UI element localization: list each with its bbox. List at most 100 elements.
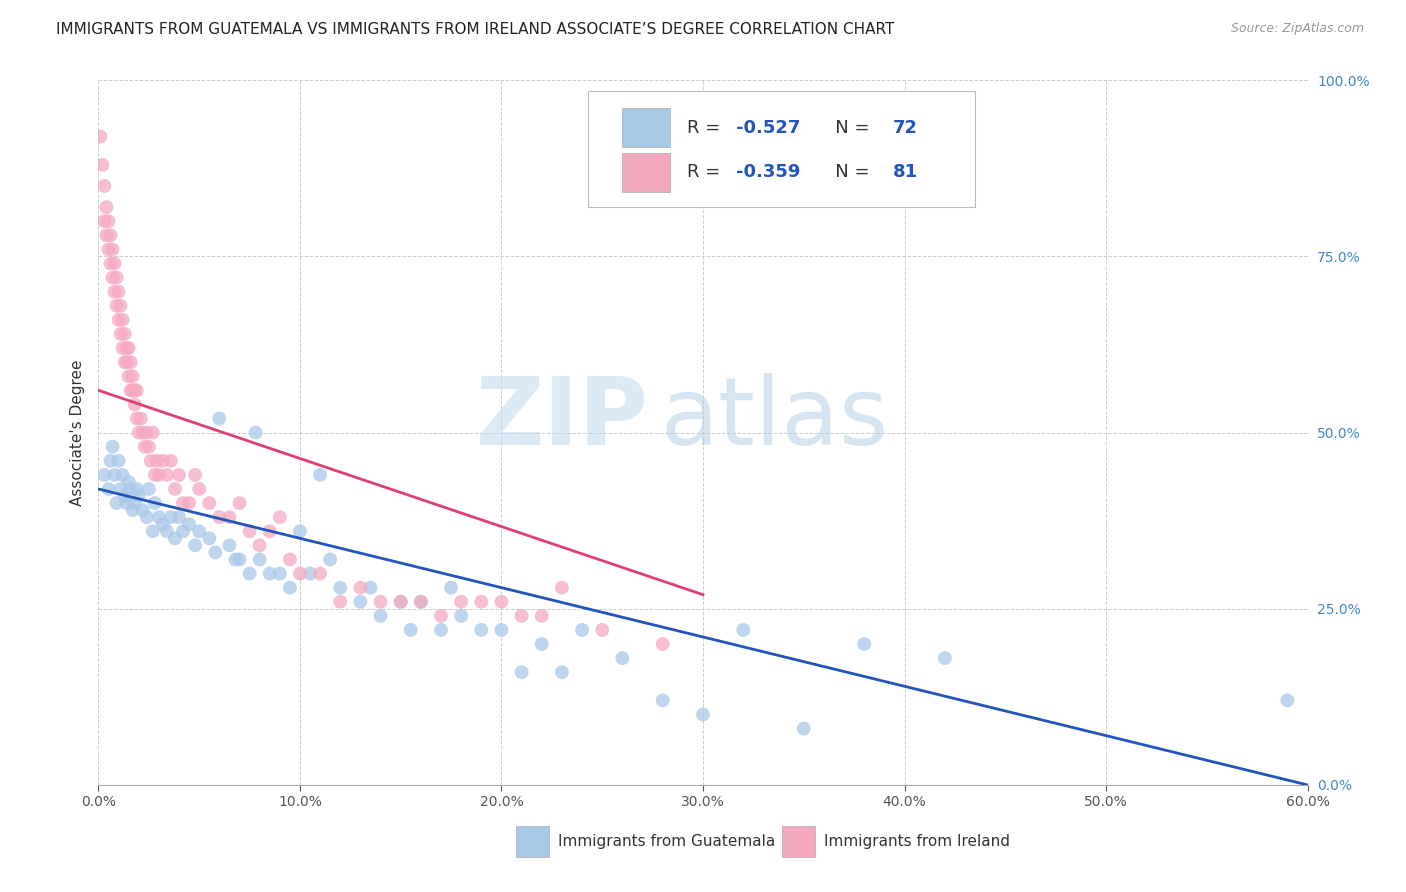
Point — [198, 532, 221, 546]
Point — [114, 355, 136, 369]
Point — [370, 595, 392, 609]
Point — [409, 595, 432, 609]
Point — [93, 178, 115, 194]
Point — [91, 158, 114, 172]
Point — [319, 552, 342, 566]
Point — [245, 425, 267, 440]
Point — [551, 581, 574, 595]
Point — [128, 425, 150, 440]
Text: atlas: atlas — [661, 373, 889, 465]
Point — [110, 482, 132, 496]
Point — [93, 467, 115, 482]
Point — [179, 517, 201, 532]
Point — [97, 482, 120, 496]
Point — [139, 454, 162, 468]
Point — [179, 496, 201, 510]
Point — [101, 243, 124, 257]
Point — [111, 467, 134, 482]
Text: 81: 81 — [893, 163, 918, 181]
Point — [114, 326, 136, 341]
Point — [160, 454, 183, 468]
Point — [551, 665, 574, 680]
Point — [228, 552, 250, 566]
Point — [129, 411, 152, 425]
Point — [188, 524, 211, 539]
Point — [172, 524, 194, 539]
Point — [96, 200, 118, 214]
Point — [612, 651, 634, 665]
Text: 72: 72 — [893, 119, 918, 136]
Point — [148, 510, 170, 524]
Point — [105, 299, 128, 313]
Point — [733, 623, 755, 637]
Point — [142, 425, 165, 440]
Point — [299, 566, 322, 581]
Point — [218, 510, 240, 524]
Point — [167, 467, 190, 482]
Point — [278, 581, 301, 595]
Point — [115, 496, 138, 510]
Point — [120, 384, 142, 398]
Point — [100, 256, 122, 270]
Point — [103, 467, 125, 482]
Point — [110, 299, 132, 313]
Point — [651, 637, 673, 651]
Point — [101, 440, 124, 454]
Point — [208, 510, 231, 524]
Point — [138, 482, 160, 496]
Point — [198, 496, 221, 510]
Point — [125, 482, 148, 496]
Point — [409, 595, 432, 609]
Text: R =: R = — [688, 119, 727, 136]
Point — [124, 397, 146, 411]
Point — [135, 425, 157, 440]
Point — [97, 243, 120, 257]
Point — [228, 496, 250, 510]
Point — [107, 313, 129, 327]
Point — [208, 411, 231, 425]
Point — [107, 285, 129, 299]
FancyBboxPatch shape — [516, 826, 550, 857]
Point — [120, 355, 142, 369]
Point — [793, 722, 815, 736]
Point — [389, 595, 412, 609]
Point — [269, 510, 291, 524]
Point — [163, 532, 186, 546]
Point — [134, 440, 156, 454]
Point — [105, 496, 128, 510]
Point — [329, 595, 352, 609]
Point — [111, 313, 134, 327]
Point — [89, 129, 111, 144]
FancyBboxPatch shape — [588, 91, 976, 207]
Point — [491, 623, 513, 637]
FancyBboxPatch shape — [621, 109, 671, 147]
Point — [152, 517, 174, 532]
Point — [146, 454, 169, 468]
Point — [309, 467, 332, 482]
FancyBboxPatch shape — [782, 826, 815, 857]
Point — [184, 538, 207, 552]
Point — [118, 369, 141, 384]
Point — [370, 608, 392, 623]
Point — [510, 665, 533, 680]
Point — [142, 524, 165, 539]
Point — [156, 524, 179, 539]
Text: R =: R = — [688, 163, 727, 181]
Point — [167, 510, 190, 524]
Point — [135, 510, 157, 524]
Point — [184, 467, 207, 482]
Point — [101, 270, 124, 285]
Text: Immigrants from Guatemala: Immigrants from Guatemala — [558, 834, 775, 849]
Point — [288, 566, 311, 581]
Point — [259, 524, 281, 539]
Point — [399, 623, 422, 637]
Point — [349, 581, 371, 595]
Point — [110, 326, 132, 341]
Point — [510, 608, 533, 623]
Point — [120, 482, 142, 496]
Point — [124, 496, 146, 510]
Point — [249, 538, 271, 552]
Point — [450, 608, 472, 623]
Point — [132, 503, 155, 517]
Point — [389, 595, 412, 609]
